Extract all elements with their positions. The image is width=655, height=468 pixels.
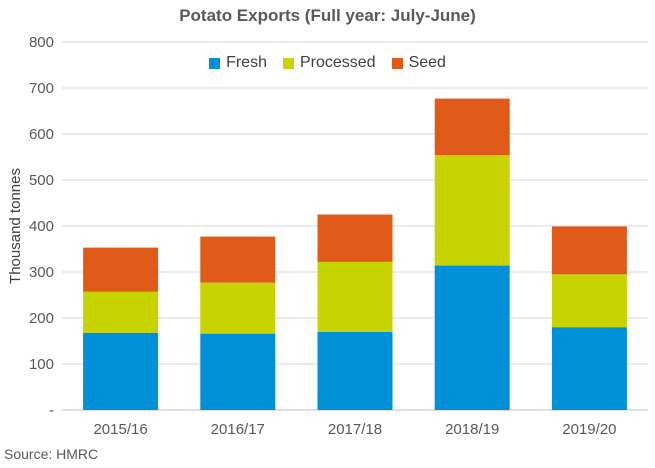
y-tick-label: 200 bbox=[29, 310, 54, 327]
chart-title: Potato Exports (Full year: July-June) bbox=[179, 6, 476, 25]
bar-fresh-3 bbox=[434, 265, 510, 410]
x-axis-categories: 2015/16 2016/17 2017/18 2018/19 2019/20 bbox=[93, 421, 616, 438]
x-category-label: 2015/16 bbox=[93, 421, 147, 438]
bars bbox=[83, 98, 627, 410]
legend-item-seed: Seed bbox=[391, 54, 446, 72]
bar-processed-1 bbox=[200, 282, 276, 334]
bar-fresh-4 bbox=[551, 327, 627, 410]
x-category-label: 2019/20 bbox=[562, 421, 616, 438]
legend-swatch-processed bbox=[282, 57, 294, 69]
bar-fresh-2 bbox=[317, 331, 393, 410]
bar-processed-2 bbox=[317, 261, 393, 332]
bar-fresh-1 bbox=[200, 333, 276, 410]
bar-seed-0 bbox=[83, 247, 159, 292]
x-category-label: 2017/18 bbox=[328, 421, 382, 438]
bar-seed-3 bbox=[434, 98, 510, 156]
legend-swatch-fresh bbox=[209, 57, 221, 69]
x-category-label: 2018/19 bbox=[445, 421, 499, 438]
legend-swatch-seed bbox=[391, 57, 403, 69]
bar-processed-3 bbox=[434, 155, 510, 266]
legend-label-fresh: Fresh bbox=[226, 54, 267, 71]
y-tick-label: - bbox=[49, 402, 54, 419]
y-tick-label: 300 bbox=[29, 264, 54, 281]
y-tick-label: 100 bbox=[29, 356, 54, 373]
legend-item-processed: Processed bbox=[282, 54, 376, 72]
legend: Fresh Processed Seed bbox=[0, 54, 655, 72]
y-tick-label: 600 bbox=[29, 126, 54, 143]
y-axis-ticks: - 100 200 300 400 500 600 700 800 bbox=[29, 34, 54, 419]
bar-processed-0 bbox=[83, 291, 159, 333]
bar-seed-4 bbox=[551, 226, 627, 275]
legend-label-seed: Seed bbox=[408, 54, 446, 71]
y-tick-label: 400 bbox=[29, 218, 54, 235]
bar-seed-2 bbox=[317, 214, 393, 262]
y-axis-label: Thousand tonnes bbox=[7, 168, 24, 284]
source-note: Source: HMRC bbox=[4, 446, 99, 462]
legend-label-processed: Processed bbox=[299, 54, 376, 71]
bar-processed-4 bbox=[551, 274, 627, 328]
x-category-label: 2016/17 bbox=[211, 421, 265, 438]
legend-item-fresh: Fresh bbox=[209, 54, 267, 72]
bar-fresh-0 bbox=[83, 332, 159, 410]
y-tick-label: 800 bbox=[29, 34, 54, 51]
y-tick-label: 500 bbox=[29, 172, 54, 189]
y-tick-label: 700 bbox=[29, 80, 54, 97]
bar-seed-1 bbox=[200, 236, 276, 283]
